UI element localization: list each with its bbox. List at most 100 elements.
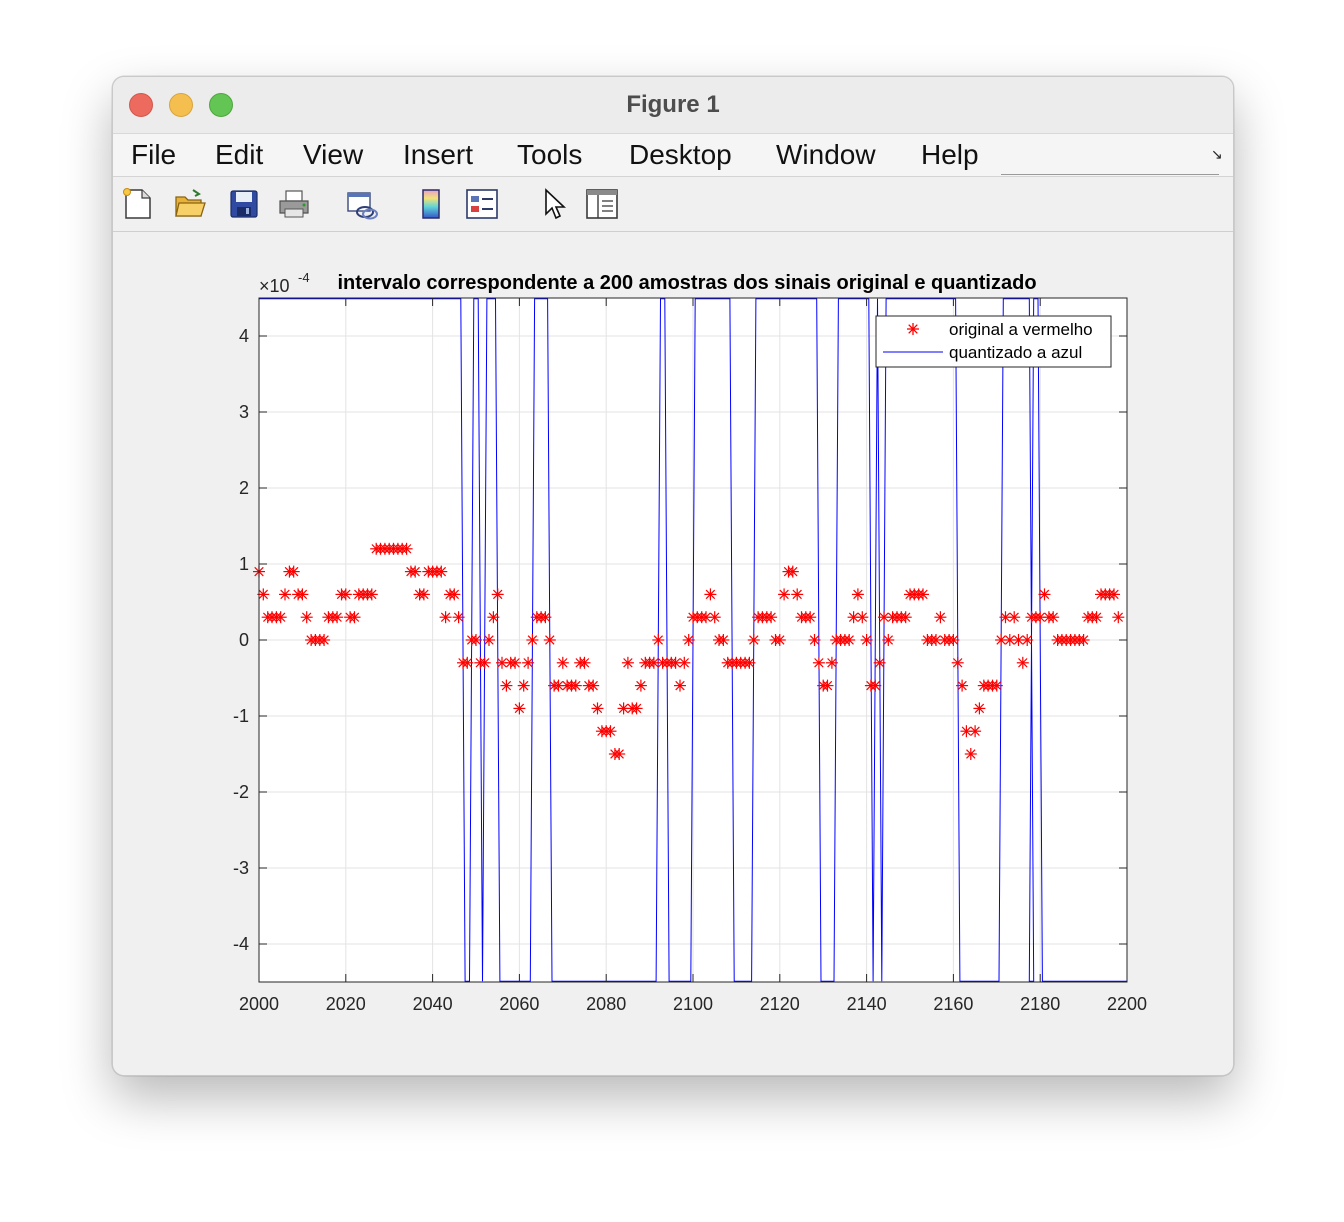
close-window-button[interactable]: [129, 93, 153, 117]
plot-svg[interactable]: 2000 2020 2040 2060 2080 2100 2120 2140 2160 2180…: [113, 232, 1233, 1075]
quantized-series: [259, 298, 1127, 982]
original-point: [604, 725, 617, 738]
original-point: [1108, 588, 1120, 601]
original-point: [517, 679, 530, 692]
pointer-icon[interactable]: [537, 187, 571, 221]
menu-bar: File Edit View Insert Tools Desktop Wind…: [113, 134, 1233, 177]
y-tick-label: -4: [233, 934, 249, 954]
y-exponent-base: ×10: [259, 276, 290, 296]
menu-file[interactable]: File: [131, 139, 177, 170]
original-point: [435, 565, 448, 578]
original-point: [674, 679, 686, 692]
save-icon[interactable]: [227, 187, 261, 221]
original-point: [439, 611, 452, 624]
original-point: [930, 634, 942, 646]
y-tick-label: -1: [233, 706, 249, 726]
axis-ticks: [258, 298, 1128, 982]
zoom-window-button[interactable]: [209, 93, 233, 117]
original-point: [513, 702, 526, 715]
original-point: [1112, 611, 1125, 624]
menu-tools[interactable]: Tools: [517, 139, 583, 170]
original-point: [448, 588, 461, 601]
original-point: [843, 634, 856, 646]
link-plot-icon[interactable]: [345, 187, 379, 221]
original-point: [717, 634, 730, 646]
original-point: [1038, 588, 1051, 601]
menu-view[interactable]: View: [303, 139, 364, 170]
original-point: [825, 656, 838, 669]
x-tick-label: 2000: [239, 994, 279, 1014]
figure-canvas[interactable]: 2000 2020 2040 2060 2080 2100 2120 2140 2160 2180…: [113, 232, 1233, 1075]
original-point: [630, 702, 643, 715]
original-point: [973, 702, 986, 715]
original-point: [708, 611, 721, 624]
window-title: Figure 1: [626, 91, 720, 118]
dock-arrow-icon[interactable]: ↘: [1211, 146, 1223, 162]
y-tick-label: 3: [239, 402, 249, 422]
original-point: [704, 588, 717, 601]
y-tick-label: -3: [233, 858, 249, 878]
menu-edit[interactable]: Edit: [215, 139, 264, 170]
original-point: [543, 634, 556, 646]
original-point: [409, 565, 422, 578]
x-tick-label: 2080: [586, 994, 626, 1014]
original-point: [899, 611, 912, 624]
original-point: [365, 588, 378, 601]
original-point: [856, 611, 869, 624]
open-file-icon[interactable]: [173, 187, 207, 221]
original-point: [417, 588, 430, 601]
menu-help[interactable]: Help: [921, 139, 979, 170]
original-point: [621, 656, 634, 669]
x-tick-label: 2120: [760, 994, 800, 1014]
original-point: [951, 656, 964, 669]
original-point: [339, 588, 352, 601]
legend-marker-original: [907, 323, 919, 335]
original-point: [509, 656, 522, 669]
menu-insert[interactable]: Insert: [403, 139, 474, 170]
x-tick-label: 2040: [413, 994, 453, 1014]
figure-window: Figure 1 File Edit View Insert Tools Des…: [112, 76, 1234, 1076]
original-point: [569, 679, 582, 692]
new-figure-icon[interactable]: [121, 187, 155, 221]
original-point: [990, 679, 1003, 692]
property-inspector-icon[interactable]: [585, 187, 619, 221]
y-tick-labels: -4 -3 -2 -1 0 1 2 3 4: [233, 326, 249, 954]
x-tick-label: 2060: [499, 994, 539, 1014]
minimize-window-button[interactable]: [169, 93, 193, 117]
x-tick-label: 2100: [673, 994, 713, 1014]
original-point: [318, 634, 331, 646]
original-point: [461, 656, 474, 669]
original-point: [995, 634, 1008, 646]
original-point: [526, 634, 539, 646]
original-point: [591, 702, 604, 715]
original-point: [882, 634, 895, 646]
x-tick-label: 2140: [847, 994, 887, 1014]
original-point: [587, 679, 600, 692]
original-point: [873, 656, 886, 669]
original-point: [956, 679, 969, 692]
original-point: [851, 588, 864, 601]
original-point: [778, 588, 791, 601]
original-point: [400, 542, 413, 555]
original-point: [812, 656, 825, 669]
legend-icon[interactable]: [465, 187, 499, 221]
original-point: [808, 634, 821, 646]
title-bar[interactable]: Figure 1: [113, 77, 1233, 134]
original-point: [331, 611, 344, 624]
menu-window[interactable]: Window: [776, 139, 876, 170]
original-point: [678, 656, 691, 669]
original-point: [300, 611, 313, 624]
colorbar-icon[interactable]: [415, 187, 449, 221]
original-point: [296, 588, 309, 601]
menu-desktop[interactable]: Desktop: [629, 139, 732, 170]
x-tick-label: 2160: [933, 994, 973, 1014]
original-point: [747, 634, 760, 646]
original-point: [279, 588, 291, 601]
original-point: [613, 748, 626, 760]
original-point: [947, 634, 960, 646]
original-point: [917, 588, 929, 601]
original-point: [478, 656, 491, 669]
y-tick-label: 0: [239, 630, 249, 650]
original-point: [1047, 611, 1060, 624]
print-icon[interactable]: [277, 187, 311, 221]
